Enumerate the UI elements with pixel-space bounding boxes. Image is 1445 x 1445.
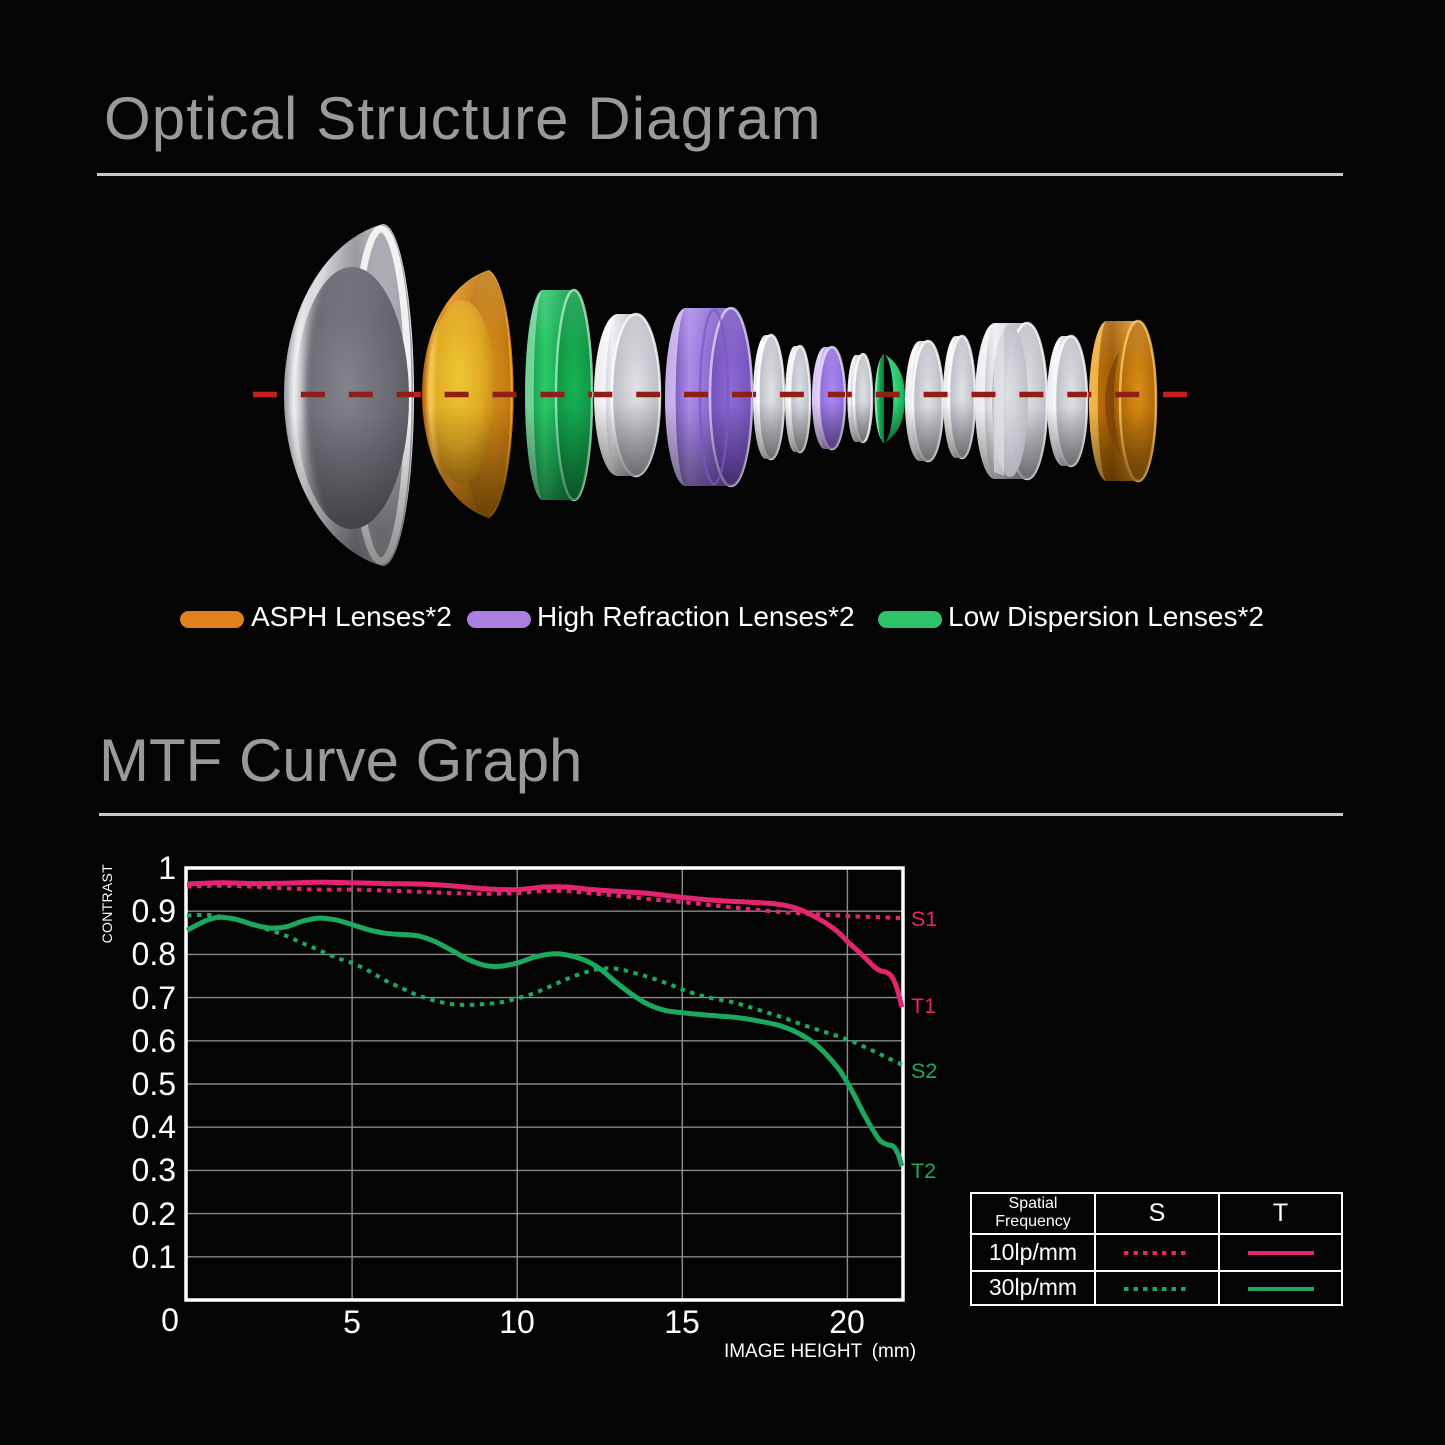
svg-text:0.1: 0.1 xyxy=(132,1239,176,1275)
svg-text:0: 0 xyxy=(161,1302,179,1338)
svg-text:1: 1 xyxy=(158,850,176,886)
svg-text:0.8: 0.8 xyxy=(132,936,176,972)
svg-text:0.7: 0.7 xyxy=(132,980,176,1016)
svg-text:0.9: 0.9 xyxy=(132,893,176,929)
svg-text:20: 20 xyxy=(829,1304,865,1340)
svg-text:0.3: 0.3 xyxy=(132,1152,176,1188)
svg-text:CONTRAST: CONTRAST xyxy=(99,864,115,944)
svg-text:0.5: 0.5 xyxy=(132,1066,176,1102)
svg-text:0.4: 0.4 xyxy=(132,1109,176,1145)
svg-text:IMAGE HEIGHT (mm): IMAGE HEIGHT (mm) xyxy=(724,1341,916,1362)
svg-text:0.6: 0.6 xyxy=(132,1023,176,1059)
svg-text:S2: S2 xyxy=(911,1059,937,1083)
svg-text:S1: S1 xyxy=(911,907,937,931)
svg-text:5: 5 xyxy=(343,1304,361,1340)
svg-text:T2: T2 xyxy=(911,1159,936,1183)
svg-text:15: 15 xyxy=(664,1304,700,1340)
svg-text:10: 10 xyxy=(499,1304,535,1340)
svg-text:T1: T1 xyxy=(911,994,936,1018)
svg-text:0.2: 0.2 xyxy=(132,1196,176,1232)
